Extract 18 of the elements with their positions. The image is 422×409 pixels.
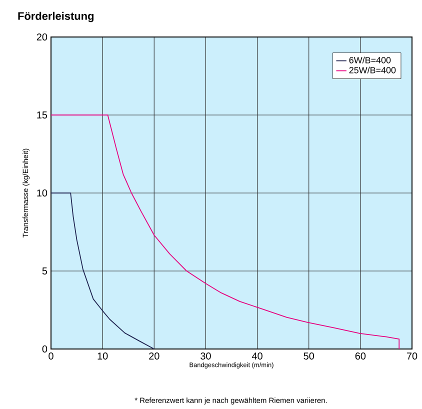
legend-label: 25W/B=400 bbox=[349, 66, 396, 74]
x-tick-label: 0 bbox=[48, 352, 54, 360]
x-tick-label: 40 bbox=[252, 352, 262, 360]
x-tick-label: 10 bbox=[98, 352, 108, 360]
x-tick-label: 50 bbox=[304, 352, 314, 360]
x-tick-label: 60 bbox=[355, 352, 366, 360]
line-series bbox=[51, 192, 155, 349]
y-tick-label: 0 bbox=[42, 345, 48, 353]
line-series bbox=[51, 114, 400, 349]
y-tick-label: 20 bbox=[36, 33, 48, 41]
y-tick-label: 5 bbox=[42, 268, 48, 274]
x-tick-label: 20 bbox=[149, 352, 160, 360]
y-tick-label: 15 bbox=[37, 112, 48, 118]
x-tick-label: 30 bbox=[200, 352, 211, 360]
chart-title: Förderleistung bbox=[18, 12, 94, 22]
y-tick-label: 10 bbox=[37, 189, 48, 197]
legend-label: 6W/B=400 bbox=[349, 56, 391, 64]
x-tick-label: 70 bbox=[406, 352, 418, 360]
